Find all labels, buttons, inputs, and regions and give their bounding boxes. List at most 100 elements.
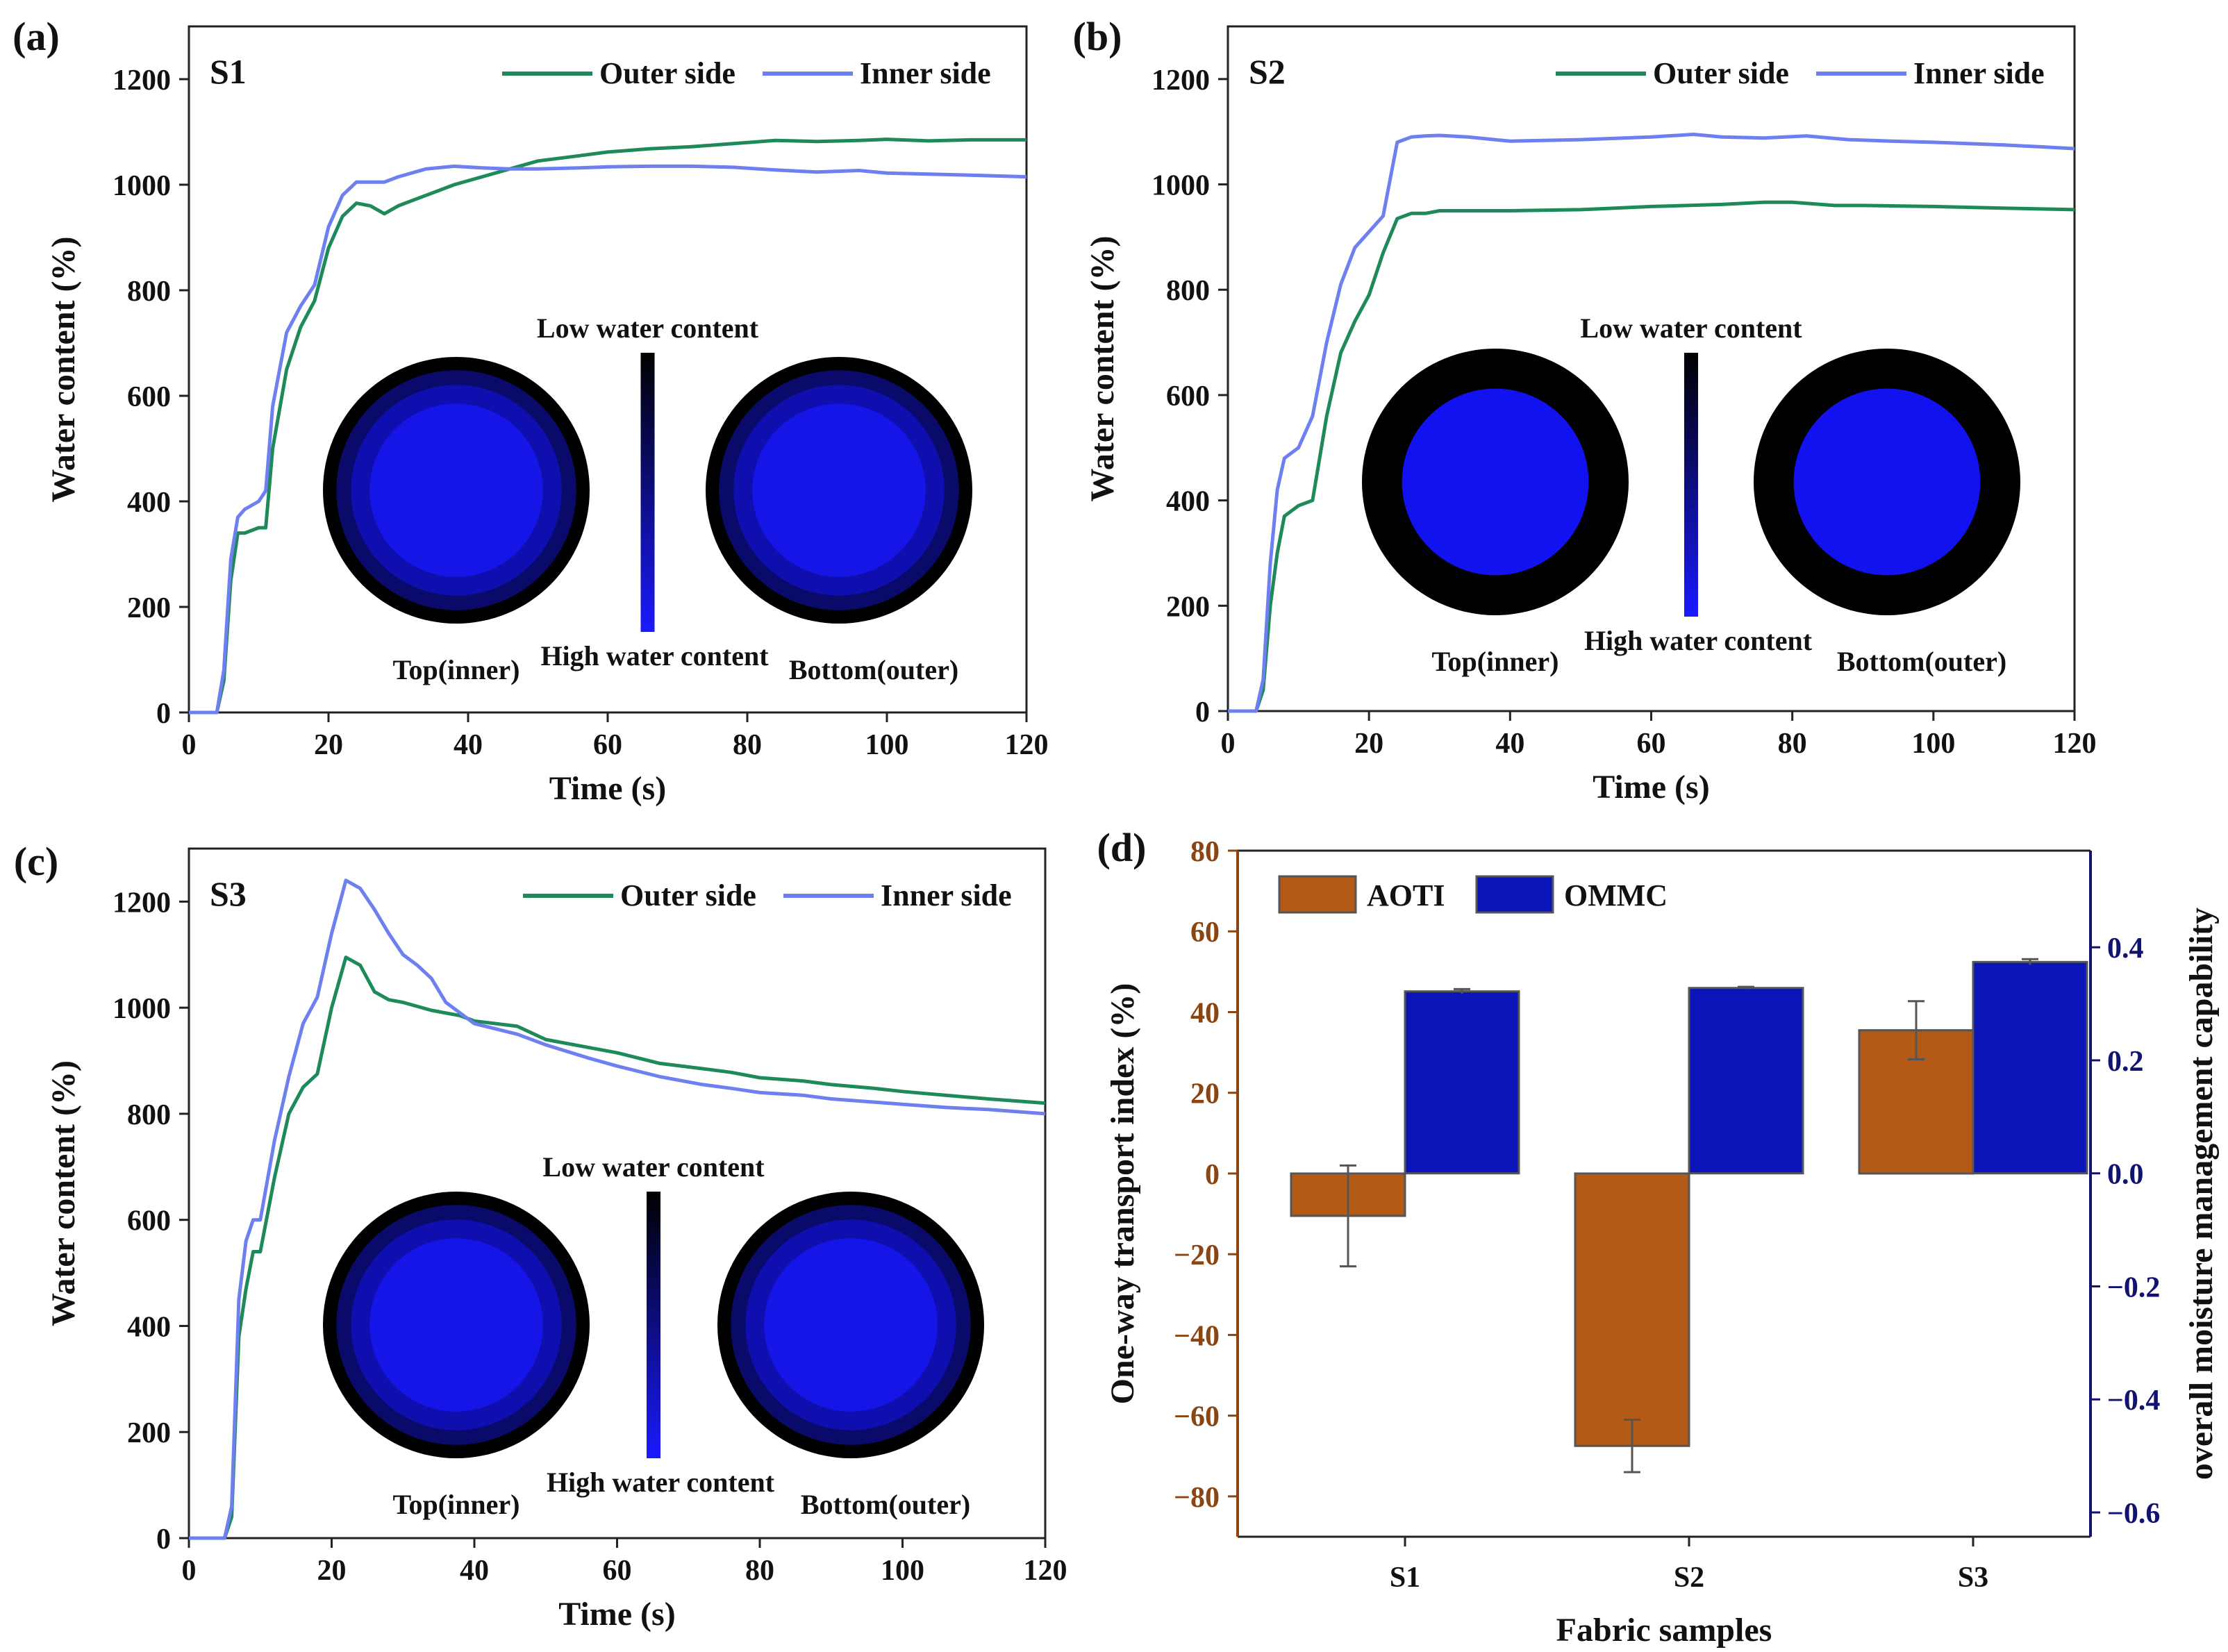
bottom-outer-map-wet-area	[752, 403, 926, 577]
legend-outer-label: Outer side	[620, 878, 756, 912]
bottom-outer-caption: Bottom(outer)	[1837, 646, 2006, 677]
x-tick-label: 20	[1354, 728, 1383, 760]
panel-label: (b)	[1073, 14, 1122, 59]
y-tick-label: 1000	[1152, 170, 1210, 202]
y-tick-label: 200	[127, 592, 171, 624]
high-water-label: High water content	[1584, 625, 1813, 656]
y-tick-label: 1200	[113, 887, 171, 919]
left-y-tick-label: −40	[1174, 1320, 1220, 1352]
left-y-tick-label: 20	[1190, 1078, 1220, 1110]
outer-side-line	[1228, 200, 2075, 713]
x-tick-label: 0	[182, 729, 197, 761]
y-tick-label: 200	[127, 1417, 171, 1449]
x-tick-label: 120	[1024, 1555, 1067, 1587]
low-water-label: Low water content	[1580, 312, 1802, 344]
water-content-colorbar	[640, 353, 655, 632]
y-tick-label: 0	[1195, 696, 1210, 728]
bottom-outer-caption: Bottom(outer)	[801, 1489, 970, 1520]
right-y-tick-label: 0.4	[2107, 933, 2144, 965]
sample-label: S3	[210, 874, 247, 913]
ommc-bar	[1404, 990, 1520, 1175]
x-tick-label: 100	[1911, 728, 1955, 760]
left-y-tick-label: 80	[1190, 836, 1220, 868]
panel-label: (c)	[14, 839, 58, 884]
right-y-tick-label: −0.6	[2107, 1498, 2160, 1530]
legend-aoti-label: AOTI	[1367, 878, 1445, 912]
top-inner-caption: Top(inner)	[392, 1489, 519, 1520]
sample-label: S1	[210, 52, 247, 91]
top-inner-map-wet-area	[369, 403, 543, 577]
x-tick-label: 60	[1637, 728, 1666, 760]
x-tick-label: 20	[317, 1555, 347, 1587]
bottom-outer-map-wet-area	[764, 1238, 938, 1412]
x-tick-label: 80	[733, 729, 762, 761]
left-y-tick-label: 60	[1190, 917, 1220, 949]
x-axis-title: Time (s)	[1593, 769, 1709, 806]
inner-side-line	[189, 878, 1046, 1540]
legend-inner-label: Inner side	[860, 56, 991, 90]
legend-outer-label: Outer side	[1653, 56, 1789, 90]
legend-inner-label: Inner side	[881, 878, 1012, 912]
x-category-label: S2	[1674, 1562, 1704, 1594]
x-axis-title: Time (s)	[558, 1596, 675, 1633]
x-tick-label: 0	[1221, 728, 1236, 760]
x-tick-label: 40	[1495, 728, 1524, 760]
y-tick-label: 1000	[113, 993, 171, 1025]
aoti-bar	[1574, 1172, 1690, 1447]
left-y-axis-title: One-way transport index (%)	[1104, 983, 1141, 1405]
x-tick-label: 60	[593, 729, 622, 761]
x-axis-title: Time (s)	[549, 770, 666, 807]
left-y-tick-label: 0	[1205, 1159, 1220, 1191]
high-water-label: High water content	[547, 1467, 775, 1498]
water-content-colorbar	[647, 1192, 660, 1458]
low-water-label: Low water content	[537, 312, 759, 344]
top-inner-caption: Top(inner)	[392, 654, 519, 685]
left-y-tick-label: −80	[1174, 1482, 1220, 1514]
top-inner-map-wet-area	[1402, 388, 1589, 576]
y-tick-label: 400	[1166, 486, 1210, 518]
top-inner-map-wet-area	[369, 1238, 543, 1412]
right-y-axis-title: overall moisture management capability	[2183, 908, 2220, 1480]
bottom-outer-map-wet-area	[1793, 388, 1981, 576]
x-tick-label: 100	[881, 1555, 924, 1587]
x-tick-label: 40	[460, 1555, 489, 1587]
legend-inner-label: Inner side	[1913, 56, 2045, 90]
top-inner-caption: Top(inner)	[1431, 646, 1558, 677]
ommc-bar	[1688, 987, 1804, 1175]
y-tick-label: 1000	[113, 170, 171, 202]
x-tick-label: 100	[865, 729, 909, 761]
inner-side-line	[189, 164, 1027, 715]
panel-label: (d)	[1097, 825, 1147, 870]
left-y-tick-label: −20	[1174, 1240, 1220, 1271]
right-y-tick-label: 0.0	[2107, 1159, 2144, 1191]
y-tick-label: 0	[156, 1524, 171, 1555]
right-y-tick-label: −0.4	[2107, 1385, 2160, 1417]
high-water-label: High water content	[540, 640, 769, 671]
y-axis-title: Water content (%)	[1084, 235, 1121, 501]
y-tick-label: 0	[156, 698, 171, 730]
y-tick-label: 1200	[113, 65, 171, 97]
y-axis-title: Water content (%)	[45, 1060, 82, 1326]
x-category-label: S1	[1390, 1562, 1420, 1594]
y-tick-label: 800	[1166, 275, 1210, 307]
legend-ommc-label: OMMC	[1564, 878, 1668, 912]
outer-side-line	[189, 137, 1026, 715]
panel-label: (a)	[13, 14, 60, 59]
x-tick-label: 80	[745, 1555, 774, 1587]
y-tick-label: 800	[127, 276, 171, 308]
x-tick-label: 40	[454, 729, 483, 761]
x-axis-title: Fabric samples	[1556, 1612, 1772, 1649]
right-y-tick-label: −0.2	[2107, 1271, 2160, 1303]
y-tick-label: 600	[1166, 381, 1210, 412]
x-category-label: S3	[1958, 1562, 1988, 1594]
x-tick-label: 120	[1005, 729, 1049, 761]
water-content-colorbar	[1684, 353, 1698, 617]
x-tick-label: 60	[603, 1555, 632, 1587]
right-y-tick-label: 0.2	[2107, 1046, 2144, 1078]
plot-frame	[188, 25, 1028, 714]
x-tick-label: 120	[2053, 728, 2097, 760]
bottom-outer-caption: Bottom(outer)	[789, 654, 958, 685]
y-tick-label: 400	[127, 487, 171, 519]
y-tick-label: 600	[127, 381, 171, 413]
